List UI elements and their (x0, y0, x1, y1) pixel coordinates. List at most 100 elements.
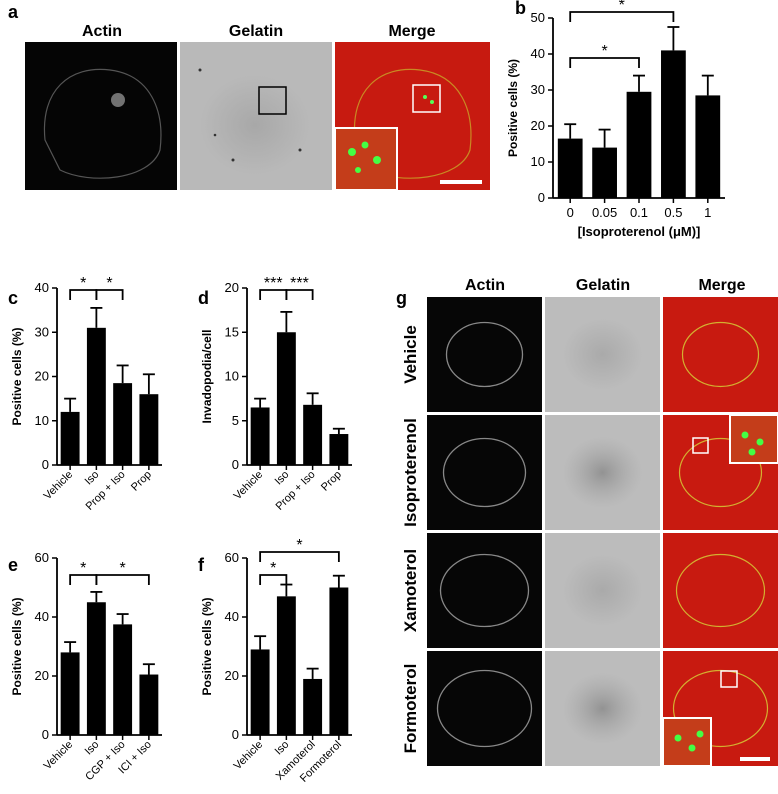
y-tick-label: 20 (225, 668, 239, 683)
y-tick-label: 30 (35, 324, 49, 339)
column-header: Actin (465, 277, 505, 294)
bar (139, 394, 159, 465)
x-tick-label: Vehicle (42, 739, 76, 773)
significance-bracket (285, 289, 314, 300)
significance-bracket (569, 11, 675, 22)
significance-label: * (120, 560, 126, 577)
micrograph (427, 415, 542, 530)
roi-box (692, 437, 709, 454)
y-tick-label: 40 (35, 609, 49, 624)
y-tick-label: 10 (531, 154, 545, 169)
micrograph (663, 297, 778, 412)
x-tick-label: Prop (129, 469, 154, 494)
significance-label: *** (264, 275, 283, 292)
significance-bracket (259, 551, 340, 562)
panel-letter: d (198, 288, 209, 308)
micrograph (334, 42, 490, 191)
bar (86, 327, 106, 465)
bar (626, 91, 652, 198)
y-tick-label: 0 (232, 727, 239, 742)
significance-bracket (95, 289, 124, 300)
x-tick-label: Iso (273, 469, 292, 488)
significance-label: * (80, 275, 86, 292)
y-tick-label: 10 (35, 413, 49, 428)
bar (276, 332, 296, 465)
significance-label: * (619, 0, 625, 14)
y-tick-label: 20 (35, 369, 49, 384)
bar (250, 649, 270, 735)
significance-bracket (569, 57, 640, 68)
cell-shadow (562, 318, 643, 391)
dot (756, 438, 764, 446)
y-tick-label: 40 (225, 609, 239, 624)
cell-outline (678, 437, 763, 508)
cell-shadow (562, 436, 643, 509)
y-tick-label: 0 (538, 190, 545, 205)
y-tick-label: 0 (42, 457, 49, 472)
y-tick-label: 40 (35, 280, 49, 295)
significance-label: * (106, 275, 112, 292)
significance-label: * (80, 560, 86, 577)
y-tick-label: 10 (225, 369, 239, 384)
bar (303, 404, 323, 465)
cell-shadow (562, 554, 643, 627)
x-tick-label: Iso (273, 739, 292, 758)
dot (688, 744, 696, 752)
bar (113, 383, 133, 465)
cell-outline (436, 669, 533, 748)
x-tick-label: 1 (704, 205, 711, 220)
dot (748, 448, 756, 456)
bar (303, 678, 323, 735)
y-tick-label: 50 (531, 10, 545, 25)
bar (557, 138, 583, 198)
cell-shadow (562, 672, 643, 745)
bar (661, 50, 686, 199)
row-label: Xamoterol (401, 549, 420, 632)
y-axis-label: Positive cells (%) (10, 327, 24, 425)
bar (592, 147, 617, 198)
x-tick-label: Vehicle (232, 469, 266, 503)
micrograph (25, 42, 177, 190)
significance-label: *** (290, 275, 309, 292)
x-axis-label: [Isoproterenol (μM)] (578, 224, 701, 239)
x-tick-label: Vehicle (232, 739, 266, 773)
bar (695, 95, 721, 198)
micrograph (427, 533, 542, 648)
panel-letter: c (8, 288, 18, 308)
x-tick-label: 0.05 (592, 205, 617, 220)
x-tick-label: Vehicle (42, 469, 76, 503)
bar (139, 674, 159, 735)
y-tick-label: 20 (531, 118, 545, 133)
x-tick-label: Iso (83, 469, 102, 488)
y-tick-label: 0 (42, 727, 49, 742)
x-tick-label: Iso (83, 739, 102, 758)
dot (741, 431, 749, 439)
bar (329, 434, 349, 465)
cell-outline (442, 437, 527, 508)
micrograph (427, 297, 542, 412)
row-label: Vehicle (401, 325, 420, 384)
significance-label: * (296, 537, 302, 554)
y-tick-label: 30 (531, 82, 545, 97)
y-axis-label: Positive cells (%) (10, 597, 24, 695)
micrograph (427, 651, 542, 766)
roi-box (720, 670, 738, 688)
panel-letter: b (515, 0, 526, 18)
bar (60, 652, 80, 735)
column-header: Gelatin (229, 23, 283, 40)
column-header: Actin (82, 23, 122, 40)
significance-bracket (95, 574, 150, 585)
y-tick-label: 20 (225, 280, 239, 295)
bar (329, 587, 349, 735)
x-tick-label: 0.5 (664, 205, 682, 220)
row-label: Formoterol (401, 664, 420, 754)
y-axis-label: Positive cells (%) (200, 597, 214, 695)
scale-bar (740, 757, 770, 761)
x-tick-label: Prop (319, 469, 344, 494)
panel-letter: f (198, 555, 205, 575)
panel-letter: e (8, 555, 18, 575)
x-tick-label: 0.1 (630, 205, 648, 220)
column-header: Merge (388, 23, 435, 40)
column-header: Gelatin (576, 277, 630, 294)
